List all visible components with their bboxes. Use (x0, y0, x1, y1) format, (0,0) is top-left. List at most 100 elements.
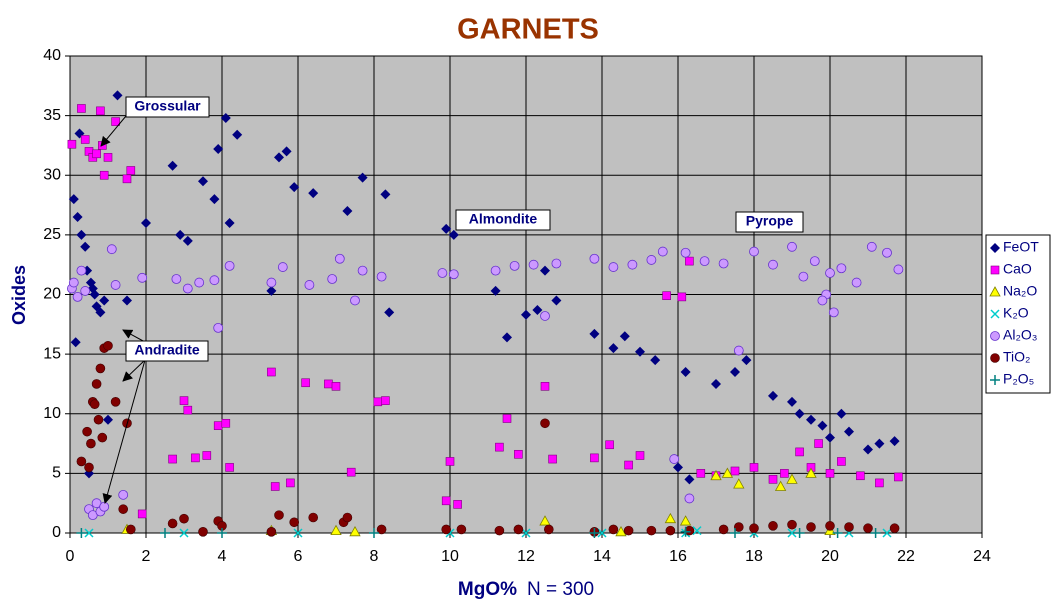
marker-square (96, 106, 105, 116)
marker-square (381, 396, 390, 405)
x-tick-label: 4 (218, 548, 227, 565)
marker-circle (68, 277, 79, 288)
annotation-box (125, 340, 209, 362)
marker-square (270, 482, 280, 491)
marker-diamond (741, 355, 752, 366)
marker-dot (990, 353, 1000, 363)
marker-square (98, 141, 107, 150)
marker-diamond (72, 211, 83, 222)
marker-dot (110, 397, 121, 407)
marker-square (856, 471, 865, 481)
marker-dot (608, 524, 619, 535)
marker-dot (844, 522, 854, 532)
marker-diamond (68, 194, 79, 205)
annotation-box (735, 211, 804, 233)
marker-square (894, 472, 903, 482)
marker-diamond (551, 295, 562, 306)
marker-triangle (664, 512, 677, 524)
marker-square (179, 396, 189, 405)
marker-plus (832, 528, 843, 538)
marker-dot (749, 523, 759, 534)
marker-diamond (684, 474, 695, 485)
marker-dot (543, 524, 554, 535)
marker-square (221, 418, 231, 428)
marker-diamond (80, 241, 91, 252)
marker-cross (882, 528, 892, 538)
marker-circle (76, 265, 87, 276)
y-tick-label: 15 (43, 345, 61, 362)
marker-diamond (836, 408, 847, 419)
marker-circle (990, 331, 1000, 341)
marker-diamond (874, 438, 885, 449)
marker-circle (669, 454, 680, 464)
x-tick-label: 12 (517, 548, 535, 565)
x-tick-label: 0 (66, 548, 75, 565)
marker-circle (266, 277, 277, 288)
annotation-arrow (102, 359, 146, 504)
series (76, 340, 900, 537)
y-tick-label: 40 (43, 47, 61, 64)
marker-dot (198, 527, 208, 537)
marker-circle (171, 274, 182, 284)
marker-square (875, 478, 884, 488)
marker-circle (768, 259, 778, 270)
marker-dot (103, 340, 113, 351)
marker-diamond (730, 367, 740, 378)
marker-triangle (679, 515, 692, 526)
marker-cross (293, 528, 303, 538)
marker-diamond (220, 113, 231, 124)
marker-square (373, 397, 383, 407)
marker-diamond (889, 436, 900, 447)
marker-square (67, 139, 77, 149)
marker-circle (733, 345, 744, 356)
marker-diamond (175, 229, 186, 240)
marker-dot (289, 517, 300, 528)
marker-dot (646, 525, 657, 536)
marker-diamond (70, 337, 81, 348)
marker-cross (521, 528, 531, 538)
marker-dot (179, 513, 189, 524)
marker-triangle (805, 467, 817, 478)
series (67, 241, 904, 521)
marker-circle (72, 291, 83, 302)
marker-square (624, 460, 633, 470)
x-tick-label: 2 (142, 548, 151, 565)
marker-diamond (448, 229, 459, 240)
x-tick-label: 10 (441, 548, 459, 565)
annotation-label: Andradite (134, 342, 200, 358)
marker-diamond (198, 176, 208, 187)
marker-square (213, 421, 223, 430)
marker-dot (787, 519, 797, 530)
marker-circle (334, 253, 345, 264)
x-tick-label: 18 (745, 548, 763, 565)
marker-diamond (384, 307, 395, 318)
marker-diamond (141, 217, 151, 228)
marker-circle (646, 255, 657, 265)
marker-dot (274, 510, 284, 520)
marker-triangle (330, 524, 342, 536)
marker-circle (182, 283, 193, 294)
marker-circle (851, 277, 862, 288)
marker-square (324, 379, 333, 389)
marker-diamond (232, 129, 243, 140)
marker-dot (308, 512, 319, 523)
marker-square (202, 451, 212, 460)
marker-diamond (711, 378, 721, 389)
marker-circle (118, 489, 129, 500)
marker-circle (893, 264, 904, 275)
marker-dot (806, 522, 816, 532)
marker-square (502, 414, 512, 423)
marker-triangle (786, 473, 798, 484)
marker-square (137, 509, 147, 519)
marker-circle (106, 244, 117, 255)
marker-dot (733, 522, 744, 532)
x-tick-label: 22 (897, 548, 915, 565)
marker-square (80, 135, 90, 144)
marker-diamond (289, 182, 300, 193)
annotation-label: Almondite (469, 211, 538, 227)
marker-cross (179, 528, 189, 538)
marker-diamond (76, 229, 87, 240)
marker-circle (798, 271, 809, 282)
marker-square (331, 382, 341, 391)
